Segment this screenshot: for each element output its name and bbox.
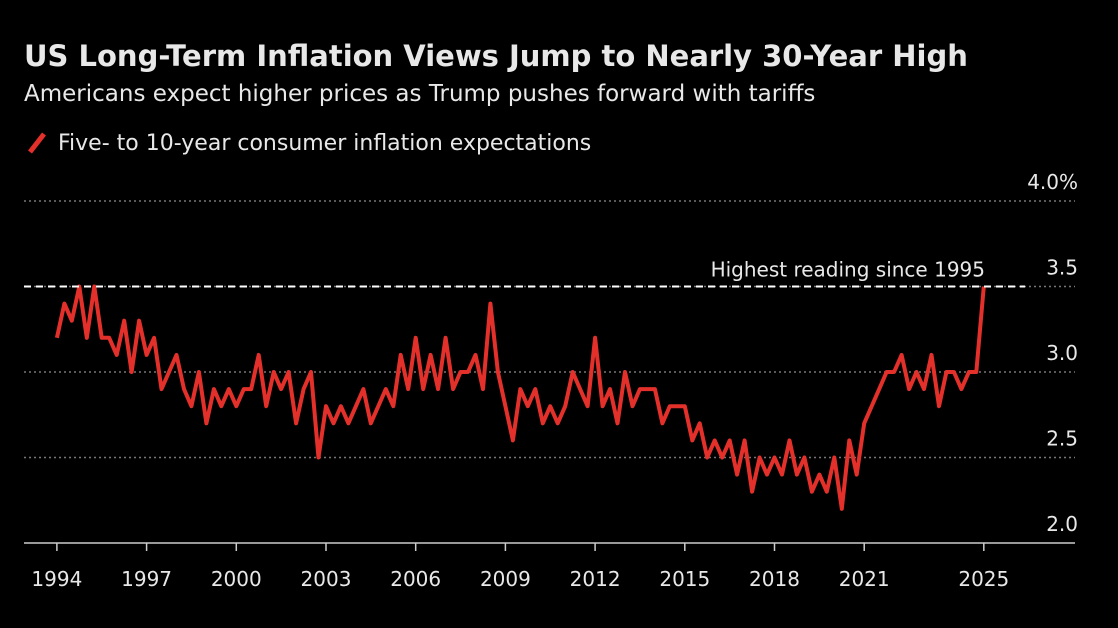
x-tick-label: 2018 xyxy=(749,567,800,591)
x-tick-label: 2021 xyxy=(839,567,890,591)
y-tick-label: 3.5 xyxy=(1046,256,1078,280)
y-tick-label: 3.0 xyxy=(1046,341,1078,365)
chart-title: US Long-Term Inflation Views Jump to Nea… xyxy=(24,39,968,73)
y-tick-label: 4.0% xyxy=(1027,170,1078,194)
legend-label: Five- to 10-year consumer inflation expe… xyxy=(58,131,591,156)
x-tick-label: 2025 xyxy=(958,567,1009,591)
x-tick-label: 2006 xyxy=(390,567,441,591)
y-tick-label: 2.5 xyxy=(1046,427,1078,451)
data-line xyxy=(54,284,986,511)
chart-subtitle: Americans expect higher prices as Trump … xyxy=(24,81,815,107)
x-tick-label: 2000 xyxy=(211,567,262,591)
x-tick-label: 1994 xyxy=(31,567,82,591)
x-tick-label: 2003 xyxy=(301,567,352,591)
x-tick-label: 1997 xyxy=(121,567,172,591)
x-tick-label: 2012 xyxy=(570,567,621,591)
y-tick-label: 2.0 xyxy=(1046,512,1078,536)
x-tick-label: 2009 xyxy=(480,567,531,591)
legend-swatch xyxy=(28,132,46,154)
annotation-label: Highest reading since 1995 xyxy=(711,258,985,282)
x-tick-label: 2015 xyxy=(659,567,710,591)
